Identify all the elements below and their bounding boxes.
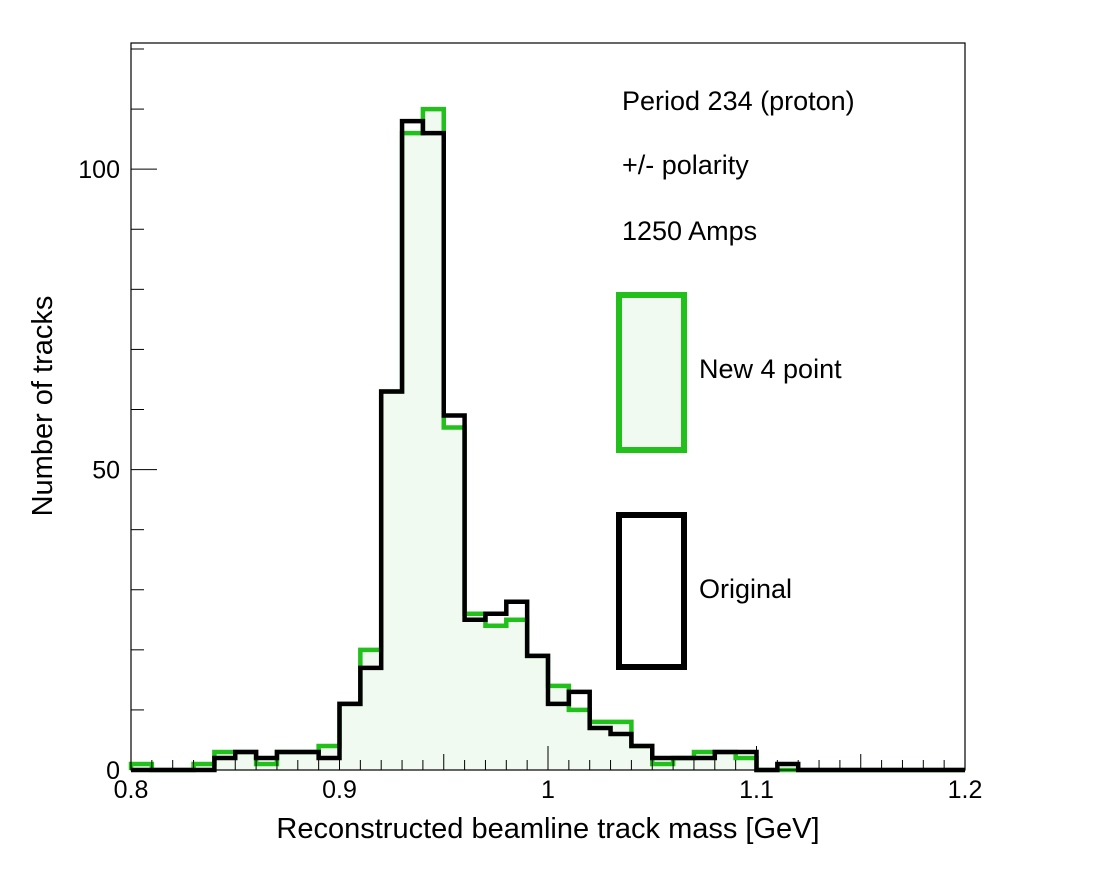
annotation-current: 1250 Amps (622, 216, 757, 246)
legend: New 4 point Original (616, 292, 842, 670)
y-axis: 0 50 100 (78, 48, 157, 785)
legend-label-new-4-point: New 4 point (699, 354, 842, 384)
x-tick-label: 0.8 (114, 776, 149, 804)
annotation-period: Period 234 (proton) (622, 86, 855, 116)
annotation-polarity: +/- polarity (622, 150, 749, 180)
legend-swatch-new-4-point (616, 292, 687, 453)
y-tick-label: 100 (78, 156, 120, 184)
series-line-original (131, 118, 965, 773)
x-axis: 0.8 0.9 1 1.1 1.2 (114, 746, 983, 804)
legend-label-original: Original (699, 574, 792, 604)
y-tick-label: 0 (106, 757, 120, 785)
y-tick-label: 50 (92, 457, 120, 485)
y-axis-title: Number of tracks (27, 296, 59, 517)
x-tick-label: 1 (541, 776, 555, 804)
x-tick-label: 1.2 (948, 776, 983, 804)
x-tick-label: 1.1 (739, 776, 774, 804)
x-tick-label: 0.9 (322, 776, 357, 804)
legend-swatch-original (616, 512, 687, 670)
plot-content (128, 106, 965, 773)
x-axis-title: Reconstructed beamline track mass [GeV] (276, 813, 819, 845)
